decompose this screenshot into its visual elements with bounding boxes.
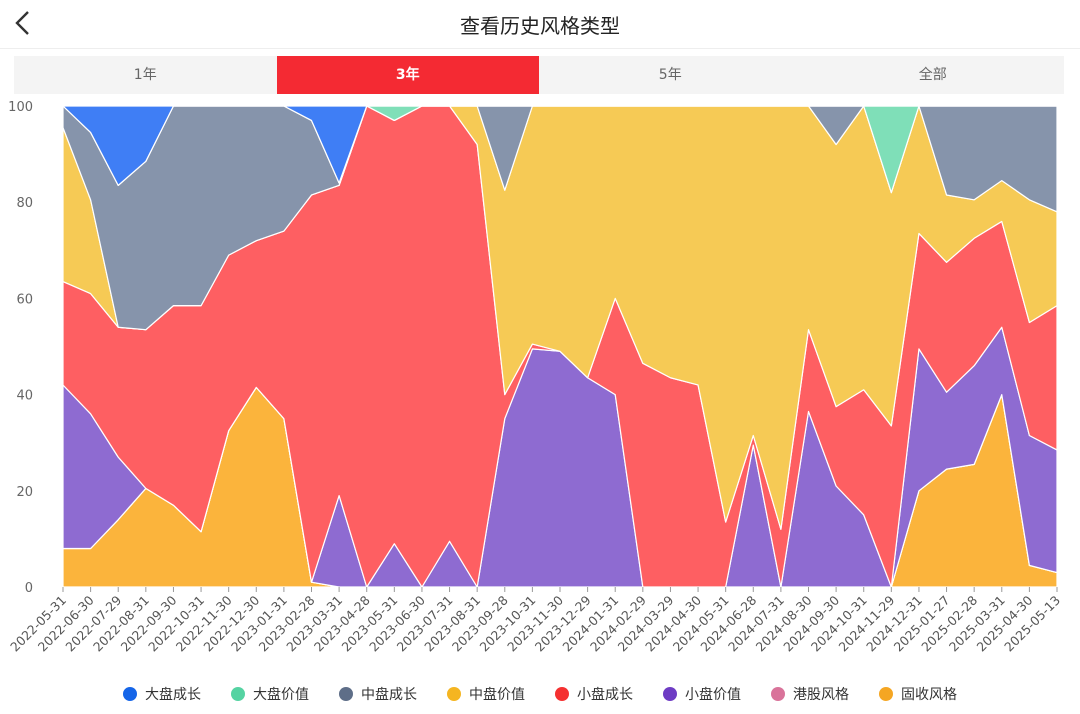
legend-item[interactable]: 小盘价值	[663, 684, 741, 704]
y-tick-label: 60	[16, 292, 33, 307]
legend-item[interactable]: 大盘成长	[123, 684, 201, 704]
legend-item[interactable]: 中盘价值	[447, 684, 525, 704]
y-tick-label: 40	[16, 389, 33, 404]
legend-dot-icon	[123, 687, 137, 701]
header-bar: 查看历史风格类型	[0, 0, 1080, 49]
legend-dot-icon	[447, 687, 461, 701]
legend-item[interactable]: 小盘成长	[555, 684, 633, 704]
legend-label: 小盘价值	[685, 687, 741, 703]
legend-dot-icon	[663, 687, 677, 701]
tab-all[interactable]: 全部	[918, 67, 947, 83]
y-tick-label: 80	[16, 196, 33, 211]
period-tabs: 1年 3年 5年 全部	[14, 56, 1064, 94]
tab-5y[interactable]: 5年	[658, 67, 682, 83]
legend-dot-icon	[339, 687, 353, 701]
tab-3y[interactable]: 3年	[276, 56, 539, 94]
legend-item[interactable]: 港股风格	[771, 684, 849, 704]
legend-label: 中盘成长	[361, 687, 417, 703]
y-tick-label: 0	[25, 581, 33, 596]
series-area-7	[62, 105, 1058, 186]
style-area-chart: 0204060801002022-05-312022-06-302022-07-…	[7, 100, 1063, 654]
legend-label: 大盘价值	[253, 687, 309, 703]
chart-legend: 大盘成长 大盘价值 中盘成长 中盘价值 小盘成长 小盘价值 港股风格 固收风格	[0, 684, 1080, 704]
legend-label: 固收风格	[901, 687, 957, 703]
legend-dot-icon	[879, 687, 893, 701]
y-tick-label: 100	[8, 100, 33, 115]
legend-item[interactable]: 大盘价值	[231, 684, 309, 704]
legend-item[interactable]: 固收风格	[879, 684, 957, 704]
legend-label: 大盘成长	[145, 687, 201, 703]
legend-item[interactable]: 中盘成长	[339, 684, 417, 704]
legend-label: 中盘价值	[469, 687, 525, 703]
legend-dot-icon	[231, 687, 245, 701]
legend-dot-icon	[771, 687, 785, 701]
legend-label: 小盘成长	[577, 687, 633, 703]
y-tick-label: 20	[16, 485, 33, 500]
tab-1y[interactable]: 1年	[133, 67, 157, 83]
legend-label: 港股风格	[793, 687, 849, 703]
chevron-left-icon[interactable]	[6, 6, 40, 40]
page-title: 查看历史风格类型	[460, 14, 620, 38]
legend-dot-icon	[555, 687, 569, 701]
